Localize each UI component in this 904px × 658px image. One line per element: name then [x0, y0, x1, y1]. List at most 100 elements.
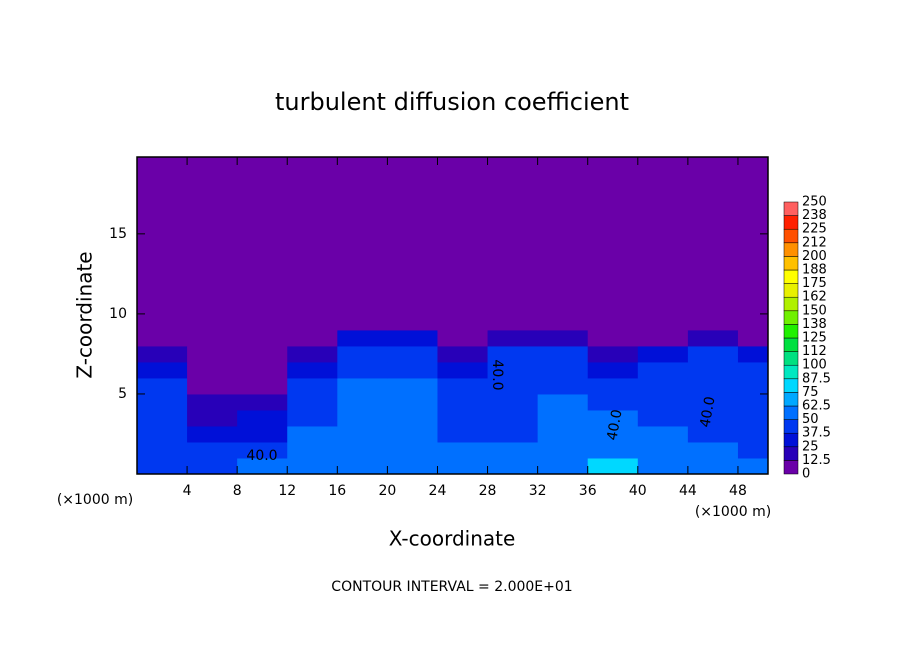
cell	[587, 361, 639, 379]
cell	[137, 329, 188, 347]
cell	[737, 393, 769, 411]
cell	[637, 361, 689, 379]
cell	[237, 313, 288, 331]
colorbar-swatch	[783, 460, 799, 475]
cell	[287, 393, 338, 411]
colorbar-swatch	[783, 215, 799, 230]
cell	[737, 409, 769, 427]
cell	[437, 441, 489, 459]
cell	[387, 157, 438, 315]
x-tick-label: 20	[378, 483, 396, 499]
colorbar-swatch	[783, 228, 799, 244]
colorbar-swatch	[783, 337, 799, 352]
colorbar-label: 200	[802, 249, 827, 264]
cell	[487, 409, 539, 427]
cell	[487, 425, 539, 443]
colorbar-swatch	[783, 351, 799, 366]
cell	[687, 329, 739, 347]
cell	[387, 361, 438, 379]
cell	[137, 425, 188, 443]
cell	[537, 393, 589, 411]
colorbar-label: 225	[802, 222, 827, 237]
cell	[737, 425, 769, 443]
cell	[737, 157, 769, 315]
cell	[237, 361, 288, 379]
cell	[487, 329, 539, 347]
x-tick-label: 4	[183, 483, 192, 499]
colorbar-swatch	[783, 283, 799, 298]
cell	[437, 393, 489, 411]
cell	[687, 409, 739, 427]
cell	[137, 393, 188, 411]
cell	[487, 361, 539, 379]
cell	[737, 377, 769, 395]
cell	[437, 157, 489, 315]
cell	[437, 409, 489, 427]
cell	[237, 457, 288, 475]
colorbar-label: 188	[802, 263, 827, 278]
cell	[387, 313, 438, 331]
cell	[637, 329, 689, 347]
cell	[387, 377, 438, 395]
cell	[537, 425, 589, 443]
cell	[487, 441, 539, 459]
cell	[587, 393, 639, 411]
colorbar-swatch	[783, 201, 799, 216]
cell	[287, 457, 338, 475]
x-tick-label: 8	[233, 483, 242, 499]
cell	[737, 329, 769, 347]
contour-label: 40.0	[697, 395, 718, 428]
cell	[687, 345, 739, 363]
cell	[537, 409, 589, 427]
cell	[137, 441, 188, 459]
colorbar-label: 250	[802, 195, 827, 210]
cell	[387, 329, 438, 347]
cell	[637, 377, 689, 395]
colorbar-swatch	[783, 419, 799, 434]
colorbar-label: 138	[802, 317, 827, 332]
cell	[637, 457, 689, 475]
cell	[487, 345, 539, 363]
cell	[287, 377, 338, 395]
x-unit: (×1000 m)	[695, 504, 771, 520]
cell	[137, 361, 188, 379]
cell	[137, 345, 188, 363]
colorbar-label: 75	[802, 385, 819, 400]
contour-label: 40.0	[489, 359, 505, 390]
cell	[187, 313, 238, 331]
cell	[237, 409, 288, 427]
cell	[387, 425, 438, 443]
cell	[187, 345, 238, 363]
cell	[287, 157, 338, 315]
cell	[487, 157, 539, 315]
chart-title: turbulent diffusion coefficient	[275, 88, 629, 116]
x-tick-label: 32	[529, 483, 547, 499]
colorbar-swatch	[783, 392, 799, 407]
cell	[237, 393, 288, 411]
cell	[537, 157, 589, 315]
cell	[687, 393, 739, 411]
cell	[587, 425, 639, 443]
cell	[537, 361, 589, 379]
cell	[587, 313, 639, 331]
cell	[687, 425, 739, 443]
cell	[237, 441, 288, 459]
colorbar-label: 87.5	[802, 371, 831, 386]
cell	[187, 425, 238, 443]
cell	[137, 457, 188, 475]
cell	[587, 441, 639, 459]
colorbar-swatch	[783, 432, 799, 448]
cell	[587, 409, 639, 427]
x-tick-label: 36	[579, 483, 597, 499]
colorbar-swatch	[783, 446, 799, 461]
cell	[337, 441, 388, 459]
colorbar-label: 150	[802, 303, 827, 318]
colorbar-label: 162	[802, 290, 827, 305]
cell	[287, 329, 338, 347]
colorbar-swatch	[783, 405, 799, 420]
cell	[337, 457, 388, 475]
colorbar-swatch	[783, 378, 799, 393]
cell	[587, 457, 639, 475]
cell	[537, 377, 589, 395]
cell	[237, 329, 288, 347]
